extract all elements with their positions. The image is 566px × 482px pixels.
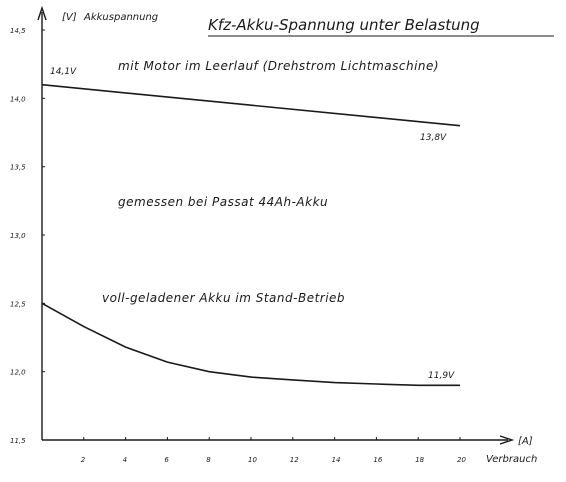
x-tick-label: 14 — [332, 456, 341, 464]
y-axis-unit: [V] — [62, 12, 77, 23]
y-axis-arrow — [37, 5, 47, 21]
x-tick-label: 20 — [457, 456, 466, 464]
x-tick-label: 6 — [164, 456, 169, 464]
series-label-standby: voll-geladener Akku im Stand-Betrieb — [102, 291, 345, 305]
series-line-standby — [41, 302, 460, 387]
x-axis-label: Verbrauch — [486, 454, 537, 465]
y-tick-label: 12,0 — [10, 369, 26, 377]
x-tick-label: 8 — [206, 456, 211, 464]
y-tick-label: 14,5 — [10, 27, 26, 35]
value-label-motor-start: 14,1V — [50, 67, 77, 77]
chart-title: Kfz-Akku-Spannung unter Belastung — [208, 16, 480, 34]
value-label-standby-end: 11,9V — [428, 371, 455, 381]
x-tick-label: 2 — [81, 456, 86, 464]
y-tick-label: 14,0 — [10, 95, 26, 103]
x-tick-label: 18 — [415, 456, 424, 464]
x-axis-arrow — [499, 435, 515, 445]
x-tick-label: 4 — [123, 456, 127, 464]
y-tick-label: 13,5 — [10, 164, 26, 172]
series-label-motor: mit Motor im Leerlauf (Drehstrom Lichtma… — [118, 59, 439, 73]
y-axis-label: Akkuspannung — [83, 12, 158, 23]
value-label-motor-end: 13,8V — [420, 133, 447, 143]
y-tick-label: 11,5 — [10, 437, 26, 445]
x-tick-label: 12 — [290, 456, 299, 464]
annotation: gemessen bei Passat 44Ah-Akku — [118, 195, 328, 209]
y-tick-label: 12,5 — [10, 300, 26, 308]
y-tick-label: 13,0 — [10, 232, 26, 240]
x-tick-label: 10 — [248, 456, 257, 464]
x-tick-label: 16 — [373, 456, 382, 464]
series-line-motor — [41, 83, 461, 127]
x-axis-unit: [A] — [518, 436, 533, 447]
